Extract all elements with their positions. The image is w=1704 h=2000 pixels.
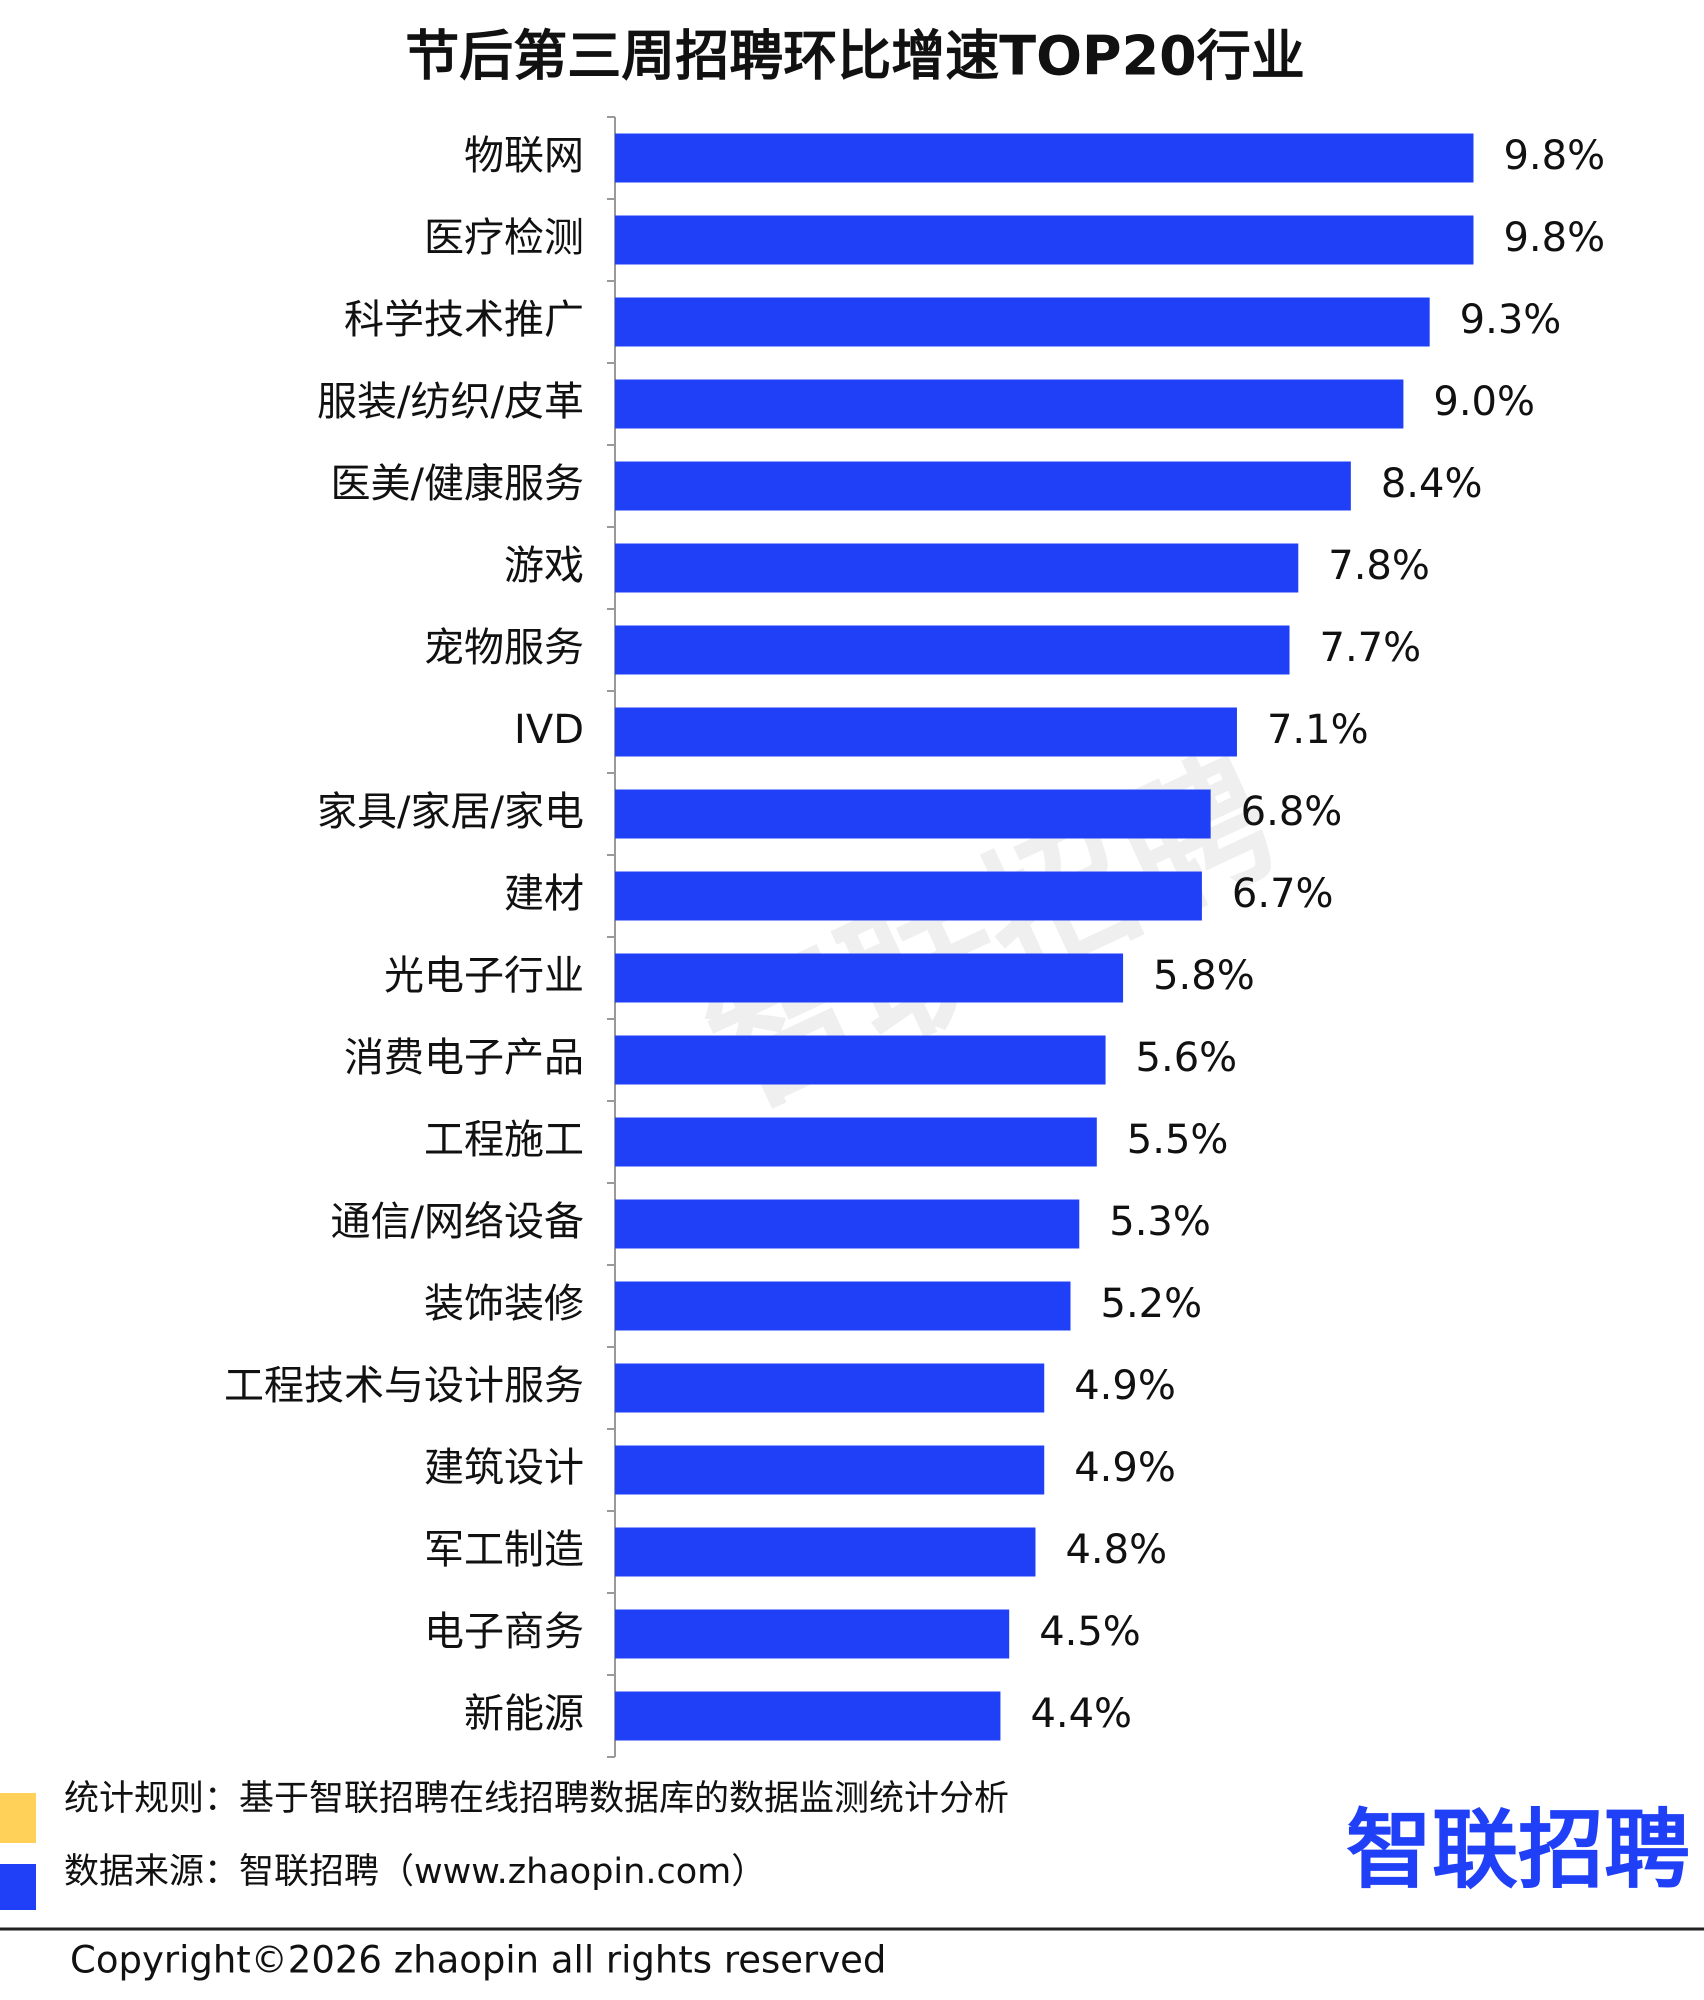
y-tick-label: 游戏 <box>504 543 584 589</box>
value-label: 6.7% <box>1232 871 1334 917</box>
value-label: 9.0% <box>1433 379 1535 425</box>
value-label: 9.8% <box>1503 215 1605 261</box>
bar <box>615 379 1404 429</box>
bar <box>615 625 1290 675</box>
bar <box>615 1117 1097 1167</box>
y-tick-label: 工程技术与设计服务 <box>224 1363 584 1409</box>
bar <box>615 1035 1106 1085</box>
bar <box>615 297 1430 347</box>
value-label: 9.3% <box>1460 297 1562 343</box>
chart-title: 节后第三周招聘环比增速TOP20行业 <box>405 25 1304 88</box>
value-label: 5.2% <box>1101 1281 1203 1327</box>
bar <box>615 1527 1036 1577</box>
y-tick-label: 宠物服务 <box>424 625 584 671</box>
bar <box>615 953 1124 1003</box>
value-label: 4.5% <box>1039 1609 1141 1655</box>
y-tick-label: 装饰装修 <box>424 1281 584 1327</box>
bar <box>615 789 1211 839</box>
bar <box>615 1445 1045 1495</box>
value-label: 4.9% <box>1074 1363 1176 1409</box>
value-label: 7.8% <box>1328 543 1430 589</box>
y-tick-label: 建筑设计 <box>424 1445 584 1491</box>
bar <box>615 461 1351 511</box>
value-label: 7.1% <box>1267 707 1369 753</box>
y-tick-label: 通信/网络设备 <box>331 1199 584 1245</box>
logo: 智联招聘 <box>1346 1800 1690 1900</box>
legend-swatch-blue <box>0 1864 36 1910</box>
value-label: 4.9% <box>1074 1445 1176 1491</box>
y-tick-label: 服装/纺织/皮革 <box>317 379 584 425</box>
source-note: 数据来源：智联招聘（www.zhaopin.com） <box>64 1852 766 1892</box>
copyright: Copyright©2026 zhaopin all rights reserv… <box>70 1939 886 1982</box>
value-label: 8.4% <box>1381 461 1483 507</box>
bar <box>615 215 1474 265</box>
bar <box>615 1281 1071 1331</box>
value-label: 5.5% <box>1127 1117 1229 1163</box>
y-tick-label: 医疗检测 <box>424 215 584 261</box>
value-label: 9.8% <box>1503 133 1605 179</box>
value-label: 6.8% <box>1241 789 1343 835</box>
bar <box>615 1609 1010 1659</box>
bar <box>615 133 1474 183</box>
y-tick-label: 电子商务 <box>424 1609 584 1655</box>
bar <box>615 871 1202 921</box>
bar <box>615 543 1299 593</box>
y-tick-label: 科学技术推广 <box>344 297 584 343</box>
value-label: 4.8% <box>1065 1527 1167 1573</box>
bar <box>615 1199 1080 1249</box>
y-tick-label: 工程施工 <box>424 1117 584 1163</box>
value-label: 7.7% <box>1320 625 1422 671</box>
value-label: 5.8% <box>1153 953 1255 999</box>
legend-swatch-yellow <box>0 1793 36 1843</box>
y-tick-label: 军工制造 <box>424 1527 584 1573</box>
y-tick-label: 医美/健康服务 <box>331 461 584 507</box>
y-tick-label: 光电子行业 <box>384 953 584 999</box>
y-tick-label: 新能源 <box>464 1691 584 1737</box>
y-tick-label: 消费电子产品 <box>344 1035 584 1081</box>
y-tick-label: IVD <box>514 707 584 753</box>
bar <box>615 1691 1001 1741</box>
bar <box>615 707 1237 757</box>
rule-note: 统计规则：基于智联招聘在线招聘数据库的数据监测统计分析 <box>64 1779 1009 1819</box>
y-tick-label: 物联网 <box>464 133 584 179</box>
value-label: 5.6% <box>1136 1035 1238 1081</box>
bar <box>615 1363 1045 1413</box>
value-label: 4.4% <box>1030 1691 1132 1737</box>
y-tick-label: 建材 <box>504 871 584 917</box>
value-label: 5.3% <box>1109 1199 1211 1245</box>
y-tick-label: 家具/家居/家电 <box>317 789 584 835</box>
